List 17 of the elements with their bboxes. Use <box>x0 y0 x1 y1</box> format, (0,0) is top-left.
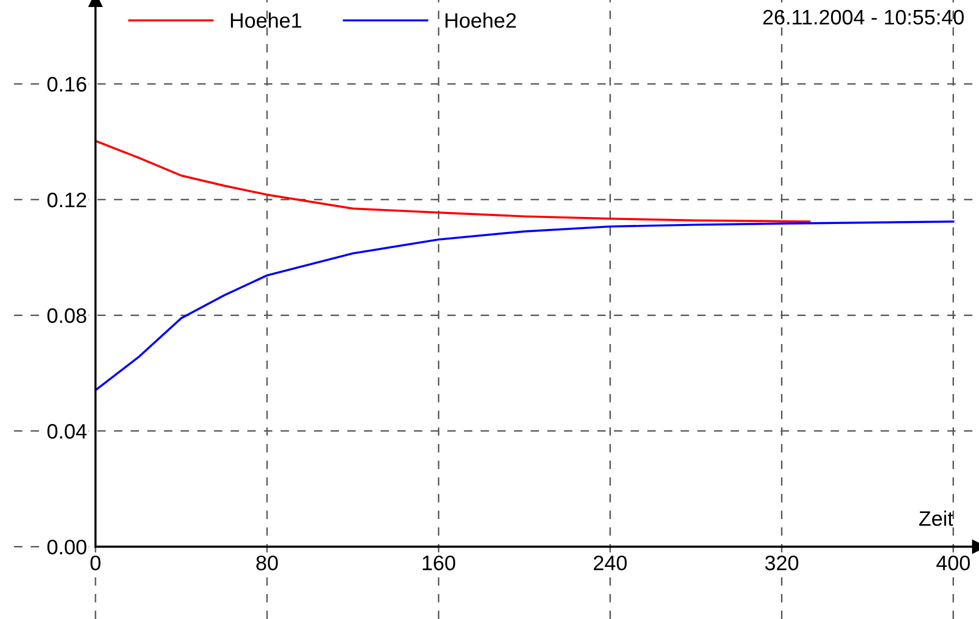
line-series <box>94 140 811 223</box>
x-tick-label: 0 <box>90 556 100 570</box>
x-tick-label: 240 <box>594 556 627 570</box>
y-tick-label: 0.12 <box>47 192 86 208</box>
x-tick-label: 160 <box>422 556 456 570</box>
legend-label: Hoehe1 <box>230 12 302 28</box>
y-tick-label: 0.04 <box>47 424 87 439</box>
x-axis-title: Zeit <box>919 510 954 526</box>
x-tick-label: 320 <box>765 556 798 570</box>
x-tick-label: 400 <box>936 556 970 570</box>
y-tick-label: 0.08 <box>47 308 86 324</box>
x-tick-label: 80 <box>256 556 278 570</box>
y-tick-label: 0.16 <box>47 76 86 92</box>
y-tick-label: 0.00 <box>47 540 86 554</box>
line-series <box>94 220 954 392</box>
annotation: 26.11.2004 - 10:55:40 <box>763 10 964 25</box>
legend-label: Hoehe2 <box>446 12 516 28</box>
